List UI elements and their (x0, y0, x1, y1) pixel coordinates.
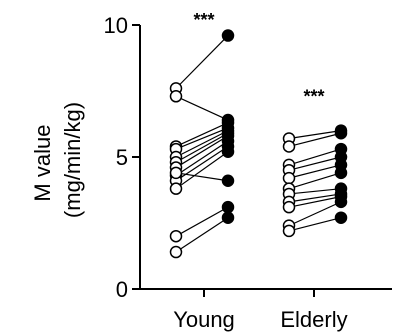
pair-line (175, 127, 229, 150)
pair-line (288, 196, 342, 208)
pair-line (288, 193, 342, 203)
after-marker (221, 200, 235, 214)
before-marker (169, 166, 183, 180)
after-marker (221, 211, 235, 224)
pair-line (288, 217, 342, 232)
pair-line (175, 122, 229, 147)
y-tick-label: 0 (116, 277, 128, 302)
pair-line (288, 156, 342, 171)
before-marker (169, 245, 183, 259)
pair-line (175, 95, 229, 121)
pair-line (175, 145, 229, 182)
after-marker (334, 211, 348, 224)
after-marker (221, 145, 235, 158)
y-tick-label: 10 (104, 13, 128, 38)
before-marker (282, 171, 296, 185)
pair-line (175, 172, 229, 182)
pair-line (175, 135, 229, 169)
after-marker (334, 126, 348, 140)
significance-annotation: *** (303, 87, 324, 107)
pair-line (175, 206, 229, 237)
pair-line (175, 130, 229, 158)
y-axis-title-line2: (mg/min/kg) (60, 102, 85, 218)
pair-line (288, 188, 342, 195)
after-marker (334, 166, 348, 180)
before-marker (282, 200, 296, 214)
pair-line (175, 217, 229, 253)
significance-annotation: *** (193, 10, 214, 30)
pair-line (288, 132, 342, 148)
y-axis-title: M value (mg/min/kg) (30, 102, 85, 218)
pair-line (175, 151, 229, 190)
axes (132, 24, 392, 297)
pair-line (175, 35, 229, 89)
y-axis-title-line1: M value (30, 125, 55, 202)
x-category-label: Elderly (280, 307, 347, 332)
pair-line (288, 130, 342, 140)
markers (169, 29, 348, 259)
after-marker (334, 195, 348, 209)
before-marker (169, 182, 183, 195)
pair-lines (175, 35, 342, 253)
y-tick-label: 5 (116, 145, 128, 170)
pair-line (288, 172, 342, 190)
before-marker (282, 224, 296, 238)
pair-line (288, 148, 342, 166)
after-marker (221, 174, 235, 188)
pair-line (175, 132, 229, 163)
x-category-label: Young (173, 307, 235, 332)
pair-line (288, 201, 342, 227)
pair-line (288, 164, 342, 179)
before-marker (169, 229, 183, 243)
labels: M value (mg/min/kg) 0 5 10 Young *** Elderly *… (30, 10, 348, 332)
after-marker (221, 29, 235, 42)
before-marker (282, 140, 296, 153)
pair-line (175, 140, 229, 176)
before-marker (169, 90, 183, 103)
